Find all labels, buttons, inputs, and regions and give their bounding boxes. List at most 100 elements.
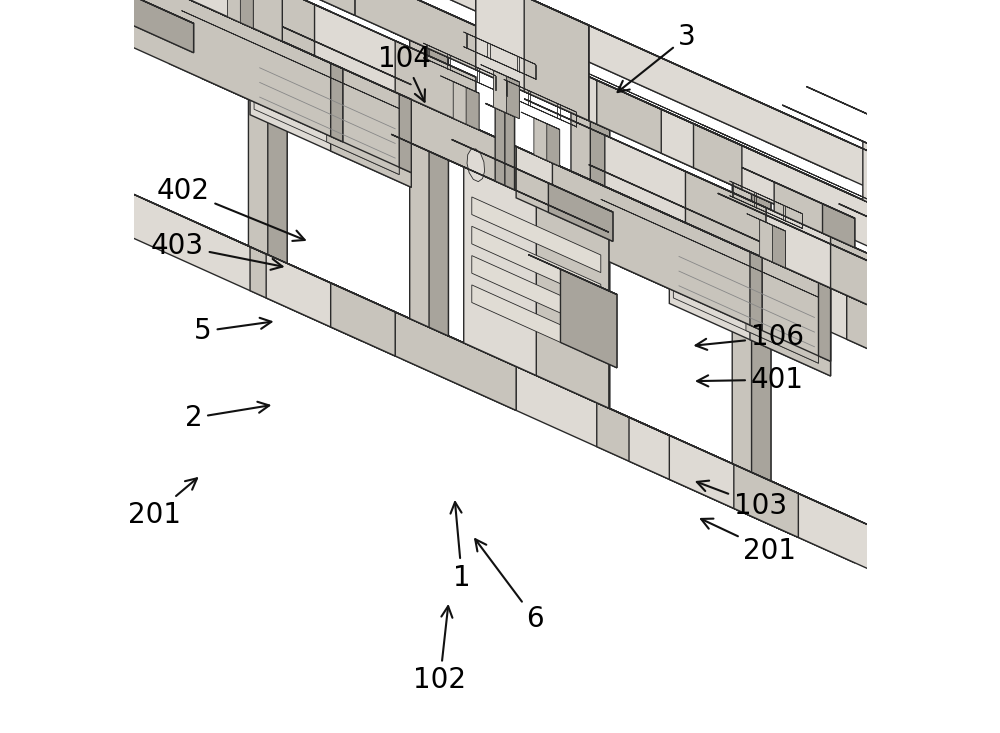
Polygon shape — [968, 372, 1000, 430]
Polygon shape — [472, 285, 601, 361]
Polygon shape — [0, 0, 1000, 307]
Text: 402: 402 — [157, 177, 305, 241]
Polygon shape — [266, 254, 395, 356]
Polygon shape — [972, 352, 1000, 519]
Polygon shape — [536, 199, 609, 408]
Polygon shape — [234, 0, 282, 41]
Polygon shape — [121, 0, 250, 27]
Polygon shape — [331, 283, 395, 356]
Polygon shape — [601, 199, 818, 298]
Text: 104: 104 — [378, 45, 431, 102]
Polygon shape — [742, 168, 855, 218]
Polygon shape — [621, 194, 831, 361]
Polygon shape — [32, 0, 194, 23]
Polygon shape — [886, 338, 904, 370]
Polygon shape — [258, 0, 355, 15]
Polygon shape — [240, 0, 253, 29]
Polygon shape — [673, 232, 818, 364]
Polygon shape — [766, 105, 847, 178]
Polygon shape — [661, 109, 855, 240]
Polygon shape — [702, 125, 1000, 273]
Polygon shape — [540, 158, 669, 216]
Polygon shape — [847, 295, 960, 390]
Polygon shape — [327, 76, 399, 174]
Polygon shape — [40, 0, 363, 78]
Polygon shape — [637, 421, 1000, 603]
Polygon shape — [552, 104, 610, 130]
Polygon shape — [540, 52, 766, 153]
Polygon shape — [464, 167, 609, 408]
Polygon shape — [250, 0, 331, 63]
Polygon shape — [773, 225, 785, 268]
Polygon shape — [548, 183, 613, 241]
Polygon shape — [403, 316, 790, 534]
Polygon shape — [467, 149, 485, 182]
Polygon shape — [331, 48, 411, 188]
Text: 2: 2 — [185, 402, 269, 432]
Polygon shape — [268, 0, 287, 263]
Polygon shape — [399, 94, 411, 173]
Polygon shape — [510, 0, 529, 94]
Polygon shape — [210, 229, 790, 490]
Polygon shape — [571, 113, 610, 408]
Polygon shape — [669, 435, 798, 537]
Polygon shape — [452, 139, 613, 212]
Polygon shape — [863, 141, 992, 258]
Polygon shape — [121, 0, 343, 68]
Polygon shape — [590, 121, 610, 408]
Polygon shape — [440, 75, 479, 93]
Polygon shape — [713, 177, 771, 202]
Polygon shape — [466, 87, 479, 130]
Polygon shape — [560, 269, 617, 368]
Polygon shape — [73, 167, 363, 342]
Text: 201: 201 — [701, 519, 796, 565]
Polygon shape — [547, 124, 560, 166]
Polygon shape — [871, 116, 968, 188]
Polygon shape — [210, 0, 790, 167]
Polygon shape — [734, 465, 798, 537]
Polygon shape — [524, 0, 589, 120]
Polygon shape — [605, 406, 798, 493]
Polygon shape — [153, 0, 363, 122]
Polygon shape — [818, 283, 831, 361]
Polygon shape — [960, 346, 1000, 404]
Polygon shape — [210, 9, 790, 270]
Polygon shape — [960, 346, 1000, 446]
Polygon shape — [823, 204, 855, 248]
Polygon shape — [484, 352, 855, 519]
Polygon shape — [0, 116, 363, 298]
Polygon shape — [182, 10, 399, 108]
Polygon shape — [290, 265, 516, 410]
Polygon shape — [485, 103, 515, 117]
Polygon shape — [250, 27, 363, 122]
Polygon shape — [423, 58, 496, 90]
Polygon shape — [752, 194, 771, 481]
Polygon shape — [524, 99, 766, 207]
Polygon shape — [490, 0, 529, 94]
Polygon shape — [145, 199, 516, 366]
Polygon shape — [472, 226, 601, 302]
Polygon shape — [730, 181, 802, 213]
Polygon shape — [806, 86, 968, 159]
Polygon shape — [504, 79, 576, 112]
Text: 1: 1 — [450, 502, 471, 592]
Polygon shape — [472, 197, 601, 273]
Polygon shape — [621, 194, 669, 289]
Polygon shape — [248, 0, 287, 263]
Polygon shape — [463, 47, 536, 79]
Polygon shape — [89, 0, 331, 12]
Polygon shape — [750, 251, 960, 390]
Polygon shape — [597, 80, 790, 211]
Polygon shape — [774, 182, 855, 248]
Polygon shape — [453, 81, 479, 130]
Polygon shape — [411, 0, 589, 25]
Polygon shape — [589, 179, 669, 289]
Polygon shape — [952, 254, 1000, 371]
Polygon shape — [290, 45, 516, 191]
Polygon shape — [871, 328, 1000, 401]
Polygon shape — [597, 183, 790, 314]
Polygon shape — [403, 0, 790, 211]
Polygon shape — [903, 130, 968, 188]
Polygon shape — [505, 112, 515, 190]
Polygon shape — [254, 43, 399, 174]
